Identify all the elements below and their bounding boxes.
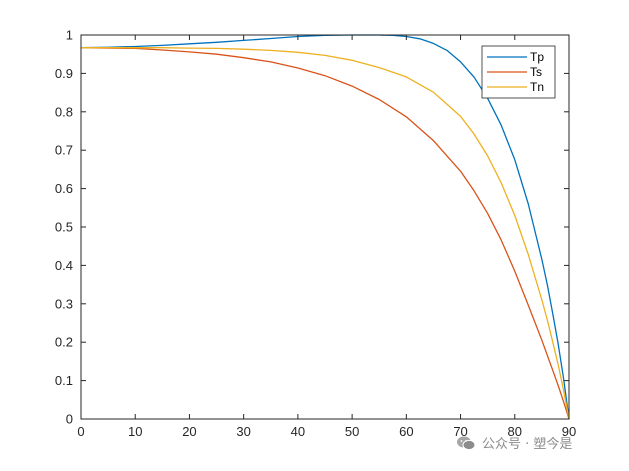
watermark-text: 公众号 · 塑今是 <box>482 437 573 452</box>
x-tick-label: 30 <box>236 424 250 439</box>
y-tick-label: 0 <box>66 412 73 427</box>
y-tick-label: 0.5 <box>55 220 73 235</box>
tick-layer: 0 10 20 30 40 50 60 70 80 90 0 0.1 0.2 0.3 0.4 0.5 0.6 0.… <box>55 28 576 440</box>
x-tick-label: 80 <box>508 424 522 439</box>
legend-label-ts: Ts <box>530 65 542 79</box>
x-tick-label: 90 <box>562 424 576 439</box>
y-tick-label: 0.3 <box>55 296 73 311</box>
x-tick-label: 0 <box>77 424 84 439</box>
x-tick-label: 40 <box>291 424 305 439</box>
x-tick-label: 70 <box>453 424 467 439</box>
y-tick-label: 0.8 <box>55 104 73 119</box>
y-tick-label: 0.6 <box>55 181 73 196</box>
x-tick-label: 60 <box>399 424 413 439</box>
y-tick-label: 0.4 <box>55 258 73 273</box>
x-tick-label: 10 <box>128 424 142 439</box>
legend-label-tn: Tn <box>530 80 544 94</box>
series-line-tn <box>81 47 570 420</box>
y-tick-label: 1 <box>66 28 73 43</box>
y-tick-label: 0.7 <box>55 143 73 158</box>
y-tick-label: 0.1 <box>55 373 73 388</box>
y-tick-label: 0.9 <box>55 66 73 81</box>
wechat-icon <box>457 436 476 450</box>
series-line-tp <box>80 34 570 420</box>
x-tick-label: 20 <box>182 424 196 439</box>
y-tick-label: 0.2 <box>55 335 73 350</box>
legend-label-tp: Tp <box>530 50 544 64</box>
watermark: 公众号 · 塑今是 <box>456 433 572 452</box>
x-tick-label: 50 <box>345 424 359 439</box>
series-line-ts <box>80 47 570 420</box>
series-layer <box>80 34 570 420</box>
